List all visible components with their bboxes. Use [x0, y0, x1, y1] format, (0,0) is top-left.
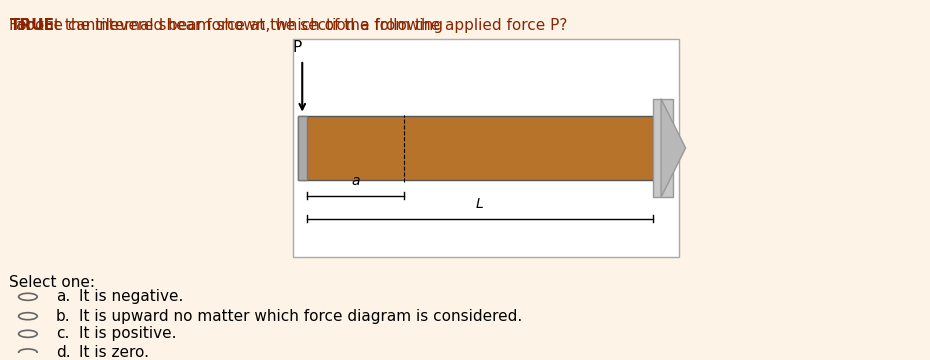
Text: For the cantilevered beam shown, which of the following: For the cantilevered beam shown, which o… [9, 18, 448, 33]
Bar [298, 116, 307, 180]
Text: a: a [352, 174, 360, 188]
Bar [298, 116, 653, 180]
Text: It is positive.: It is positive. [79, 326, 177, 341]
Text: It is upward no matter which force diagram is considered.: It is upward no matter which force diagr… [79, 309, 523, 324]
Text: d.: d. [56, 345, 71, 360]
Text: P: P [293, 40, 302, 55]
Text: a.: a. [56, 289, 70, 304]
Polygon shape [661, 99, 685, 197]
Bar [293, 39, 679, 257]
Text: Select one:: Select one: [9, 275, 95, 290]
Text: It is zero.: It is zero. [79, 345, 149, 360]
Text: L: L [476, 197, 484, 211]
Text: about the internal shear force at the section a from the applied force P?: about the internal shear force at the se… [11, 18, 567, 33]
Text: It is negative.: It is negative. [79, 289, 183, 304]
Text: c.: c. [56, 326, 69, 341]
Bar [653, 99, 673, 197]
Text: TRUE: TRUE [10, 18, 55, 33]
Text: b.: b. [56, 309, 71, 324]
